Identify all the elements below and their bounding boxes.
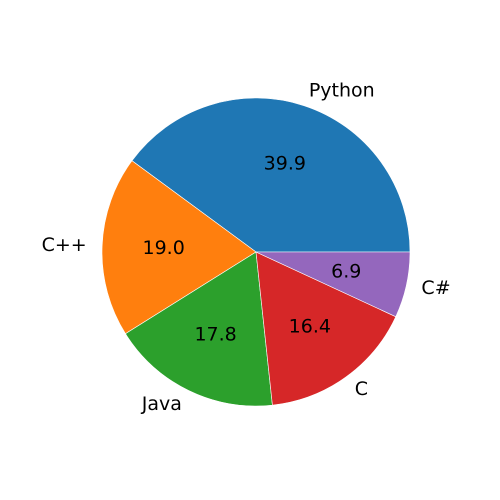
- slice-cplusplus: [101, 160, 257, 335]
- slice-label-csharp: C#: [421, 277, 450, 299]
- value-label-csharp: 6.9: [331, 260, 361, 282]
- slice-label-cplusplus: C++: [42, 234, 87, 256]
- slices-layer: [101, 97, 411, 407]
- slice-label-python: Python: [309, 80, 375, 102]
- slice-csharp: [255, 251, 411, 318]
- value-label-python: 39.9: [264, 153, 306, 175]
- slice-java: [125, 251, 273, 407]
- slice-c: [255, 251, 397, 406]
- value-label-java: 17.8: [194, 324, 236, 346]
- labels-layer: Python 39.9 C++ 19.0 Java 17.8 C 16.4 C# 6.9: [42, 80, 451, 415]
- slice-python: [131, 97, 411, 253]
- slice-label-c: C: [355, 378, 368, 400]
- value-label-c: 16.4: [289, 316, 331, 338]
- value-label-cplusplus: 19.0: [143, 237, 185, 259]
- slice-label-java: Java: [141, 393, 182, 415]
